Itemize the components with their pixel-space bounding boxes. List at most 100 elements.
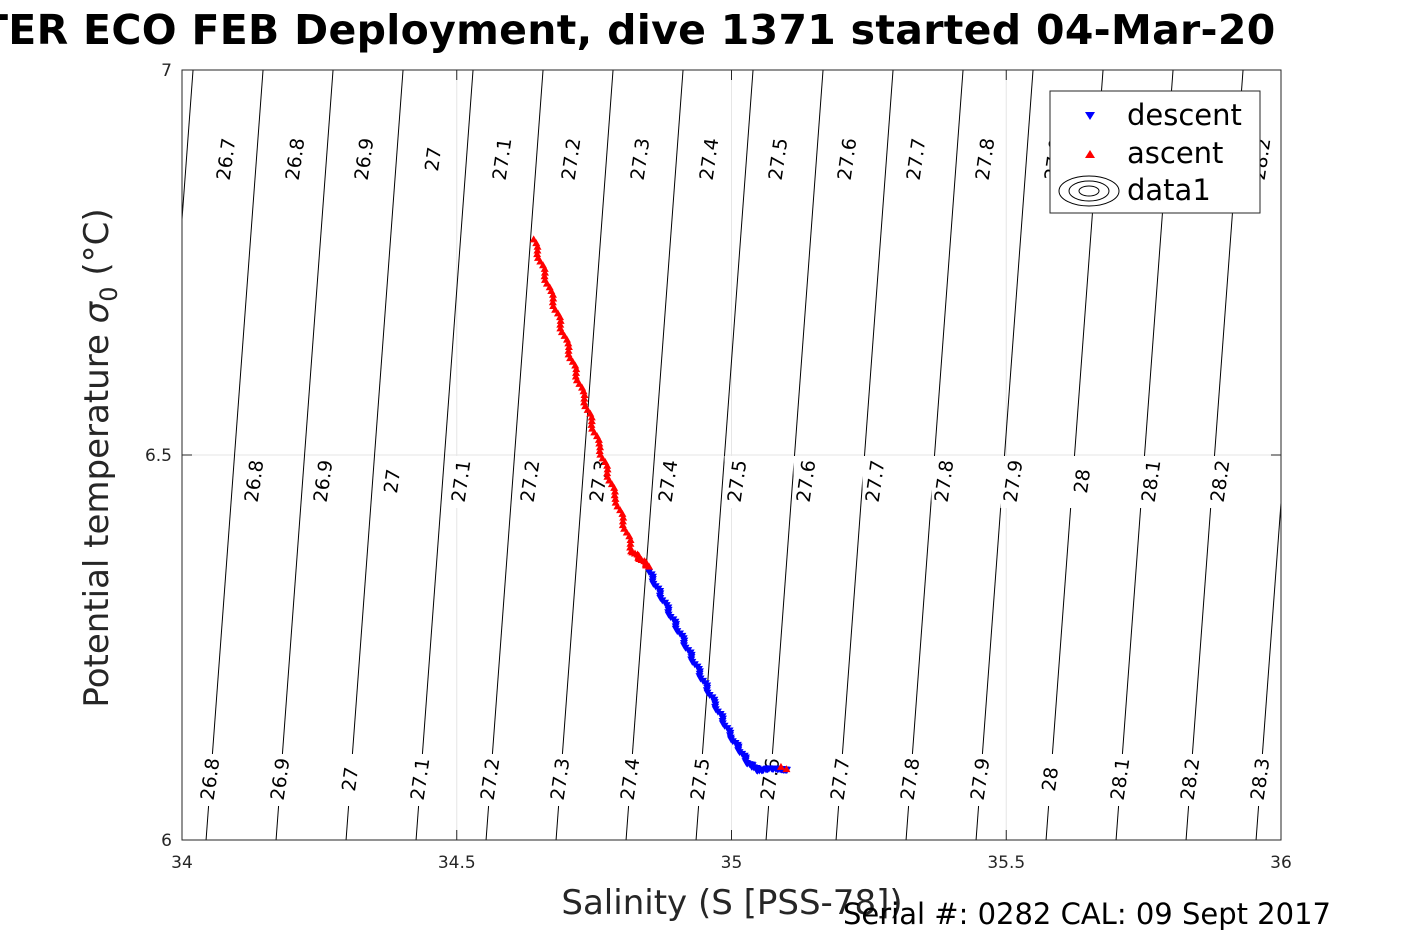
contour-line (555, 69, 614, 841)
ascent-point (572, 365, 581, 373)
contour-label: 27 (421, 146, 446, 173)
legend-data1-label: data1 (1127, 173, 1211, 207)
serial-cal-footer: Serial #: 0282 CAL: 09 Sept 2017 (843, 897, 1331, 931)
contour-label-bg (765, 134, 792, 186)
ascent-point (571, 372, 580, 380)
contour-label-bg (793, 456, 820, 508)
ascent-point (533, 242, 542, 250)
grid-lines (182, 70, 1281, 840)
contour-line (345, 69, 404, 841)
contour-label-bg (420, 134, 447, 186)
contour-label-bg (547, 754, 574, 806)
ascent-point (626, 536, 635, 544)
contour-line (905, 69, 964, 841)
contour-line (765, 69, 824, 841)
contour-label-bg (696, 134, 723, 186)
y-tick-label: 6.5 (145, 446, 172, 466)
x-tick-label: 34.5 (438, 853, 476, 873)
ascent-point (587, 420, 596, 428)
x-tick-label: 35.5 (987, 853, 1025, 873)
ascent-point (533, 250, 542, 258)
ascent-point (564, 343, 573, 351)
contour-label-bg (197, 754, 224, 806)
contour-label-bg (1247, 754, 1274, 806)
ascent-point (618, 517, 627, 525)
contour-label-bg (757, 754, 784, 806)
ascent-point (626, 539, 635, 547)
contour-label-bg (931, 456, 958, 508)
contour-label: 27 (338, 766, 363, 793)
ascent-point (619, 513, 628, 521)
ascent-point (540, 264, 549, 272)
ascent-point (580, 394, 589, 402)
contour-label-bg (517, 456, 544, 508)
legend-box (1049, 90, 1261, 214)
contour-label-bg (282, 134, 309, 186)
contour-label-bg (241, 456, 268, 508)
contour-label-bg (448, 456, 475, 508)
contour-label-bg (267, 754, 294, 806)
ascent-point (603, 461, 612, 469)
ascent-point (611, 494, 620, 502)
contour-label-bg (1107, 754, 1134, 806)
contour-label-bg (1177, 754, 1204, 806)
contour-line (625, 69, 684, 841)
contour-label-bg (655, 456, 682, 508)
contour-label-bg (1000, 456, 1027, 508)
ascent-point (587, 417, 596, 425)
ascent-point (595, 439, 604, 447)
contour-label-bg (967, 754, 994, 806)
chart-title: TER ECO FEB Deployment, dive 1371 starte… (0, 6, 1276, 54)
contour-label-bg (213, 134, 240, 186)
contour-label-bg (972, 134, 999, 186)
legend-ascent-label: ascent (1127, 136, 1223, 170)
contour-line (695, 69, 754, 841)
contour-line (275, 69, 334, 841)
contour-label-bg (337, 754, 364, 806)
contour-line (205, 69, 264, 841)
y-tick-label: 6 (161, 831, 172, 851)
ascent-point (596, 443, 605, 451)
ascent-point (645, 562, 654, 570)
contour-line (835, 69, 894, 841)
legend-contour-icon (1058, 175, 1120, 207)
ascent-point (610, 491, 619, 499)
ascent-point (587, 413, 596, 421)
ascent-point (548, 298, 557, 306)
x-tick-label: 36 (1270, 853, 1292, 873)
legend: descent ascent data1 (1049, 90, 1261, 214)
y-axis-label: Potential temperature σ0 (°C) (77, 208, 123, 707)
ascent-point (610, 483, 619, 491)
axis-ticks: 34 34.5 35 35.5 36 6 6.5 7 (145, 61, 1292, 873)
contour-label-bg (489, 134, 516, 186)
x-axis-label: Salinity (S [PSS-78]) (561, 883, 902, 923)
legend-ascent-marker (1085, 150, 1095, 158)
ascent-point (556, 313, 565, 321)
ascent-point (564, 346, 573, 354)
contour-label-bg (627, 134, 654, 186)
legend-descent-label: descent (1127, 98, 1242, 132)
contour-line (181, 69, 194, 220)
ascent-point (594, 435, 603, 443)
contour-label-bg (834, 134, 861, 186)
contour-label-bg (862, 456, 889, 508)
ascent-point (540, 268, 549, 276)
contour-label-bg (379, 456, 406, 508)
contour-label-bg (310, 456, 337, 508)
ascent-point (548, 290, 557, 298)
ascent-point (579, 387, 588, 395)
x-tick-label: 34 (171, 853, 193, 873)
contour-label: 28 (1038, 766, 1063, 793)
ascent-point (572, 368, 581, 376)
contour-label: 27 (380, 468, 405, 495)
x-tick-label: 35 (721, 853, 743, 873)
contour-label: 28 (1070, 468, 1095, 495)
contour-label-bg (351, 134, 378, 186)
contour-label-bg (1138, 456, 1165, 508)
y-tick-label: 7 (161, 61, 172, 81)
ascent-point (556, 316, 565, 324)
contour-label-bg (687, 754, 714, 806)
contour-label-bg (477, 754, 504, 806)
contour-line (975, 69, 1034, 841)
